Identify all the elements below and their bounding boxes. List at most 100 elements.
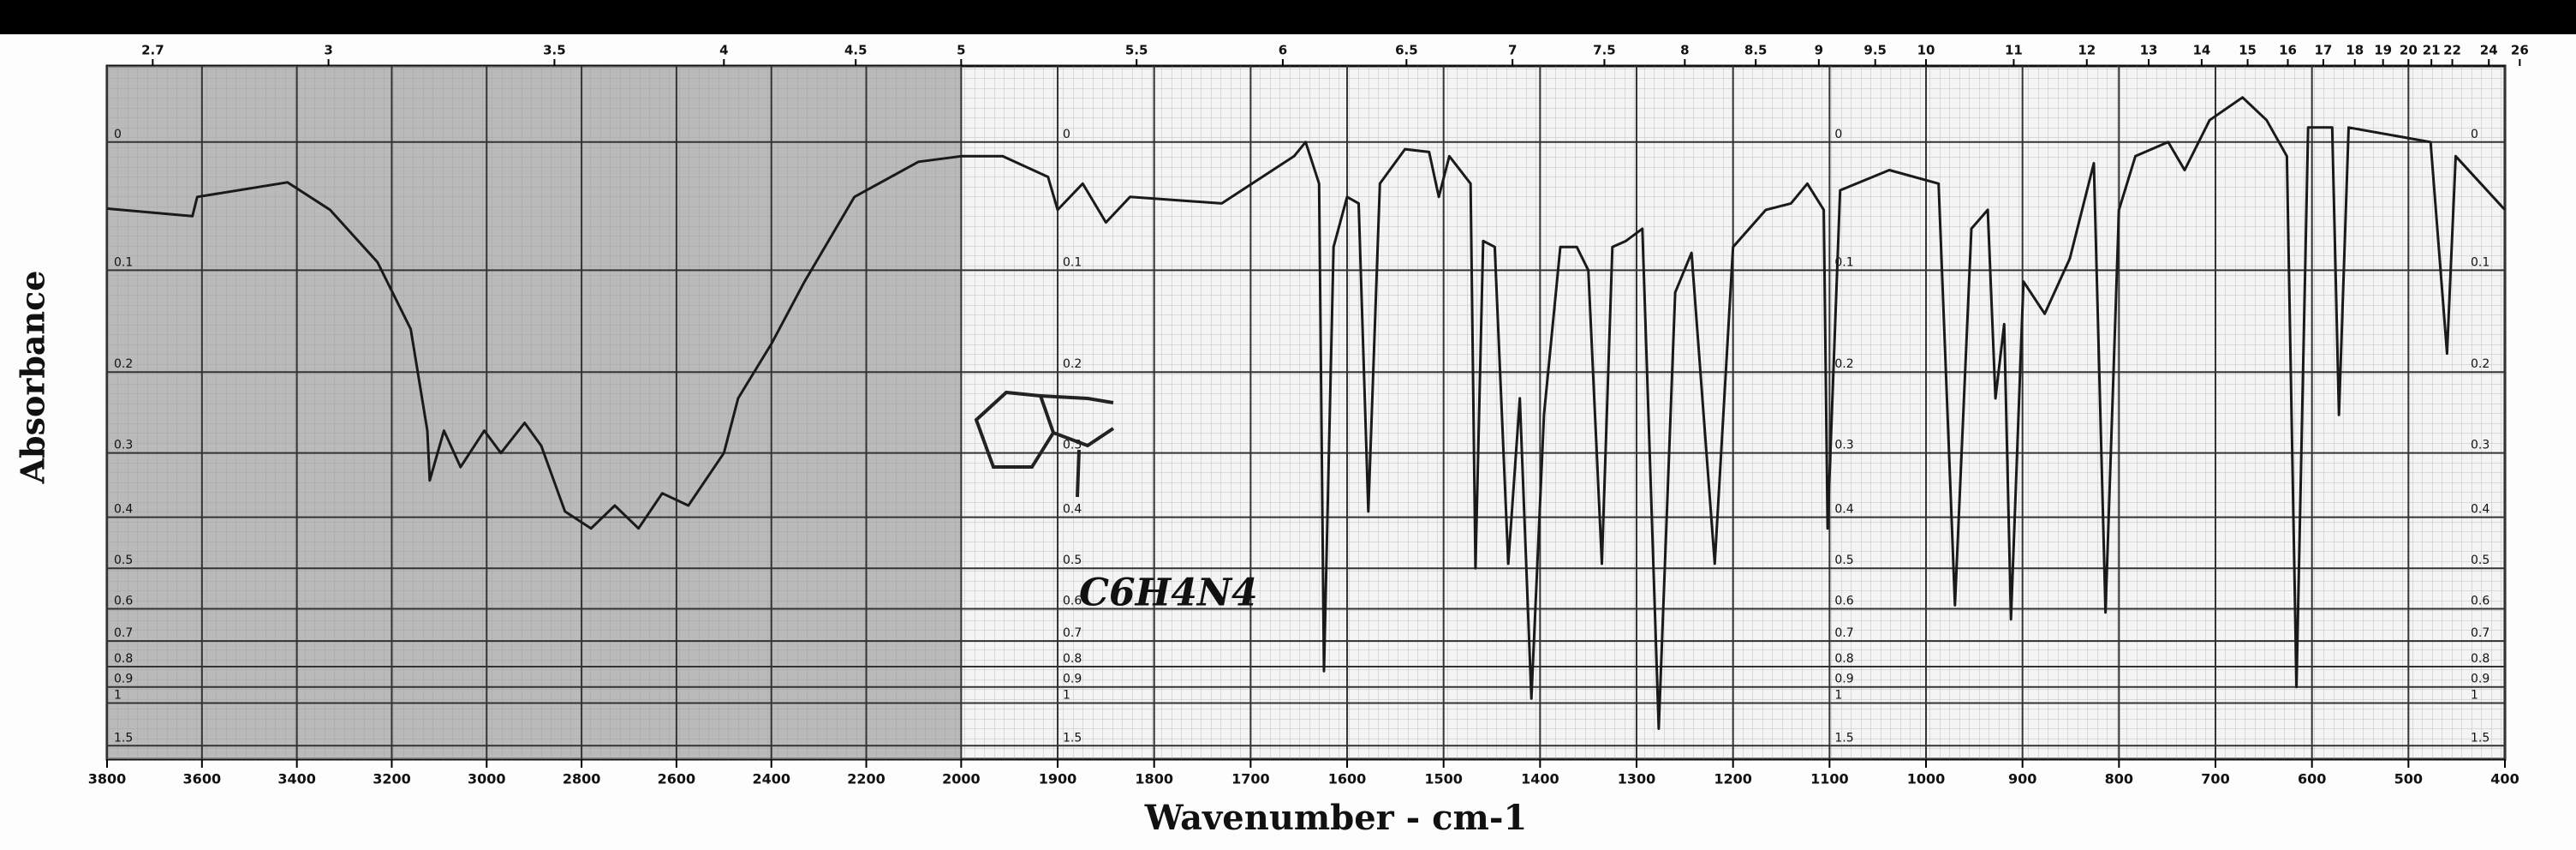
x2-tick-label: 3 — [324, 43, 332, 58]
x-tick-label: 2200 — [847, 771, 886, 787]
x-tick-label: 1200 — [1714, 771, 1752, 787]
x-tick-label: 900 — [2008, 771, 2036, 787]
x-tick-label: 800 — [2105, 771, 2133, 787]
x-tick-label: 2600 — [658, 771, 696, 787]
y-tick-label: 0.4 — [1834, 503, 1853, 517]
y-tick-label: 0.9 — [114, 673, 133, 686]
x2-tick-label: 8.5 — [1744, 43, 1768, 58]
x2-tick-label: 18 — [2346, 43, 2364, 58]
y-tick-label: 0.6 — [2471, 595, 2490, 608]
y-tick-label: 0.7 — [1834, 626, 1853, 640]
y-tick-label: 0.8 — [2471, 652, 2490, 666]
x2-tick-label: 17 — [2314, 43, 2332, 58]
y-tick-label: 0.6 — [1063, 595, 1082, 608]
y-tick-label: 0.2 — [1834, 357, 1853, 371]
y-tick-label: 0 — [1834, 128, 1842, 141]
x2-tick-label: 5.5 — [1125, 43, 1148, 58]
x-tick-label: 1800 — [1135, 771, 1173, 787]
x2-tick-label: 22 — [2443, 43, 2461, 58]
y-tick-label: 0.3 — [1834, 439, 1853, 452]
x2-tick-label: 6.5 — [1395, 43, 1418, 58]
x2-tick-label: 16 — [2279, 43, 2297, 58]
x2-tick-label: 4 — [719, 43, 728, 58]
y-tick-label: 1 — [114, 689, 122, 703]
y-tick-label: 1 — [2471, 689, 2478, 703]
y-tick-label: 0.1 — [1063, 255, 1082, 269]
y-tick-label: 0.1 — [2471, 255, 2490, 269]
x-tick-label: 600 — [2298, 771, 2326, 787]
x2-tick-label: 15 — [2239, 43, 2257, 58]
x-tick-label: 1500 — [1424, 771, 1463, 787]
x2-tick-label: 5 — [957, 43, 965, 58]
x-tick-label: 3600 — [183, 771, 222, 787]
x-tick-label: 2400 — [752, 771, 790, 787]
x-axis-label: Wavenumber - cm-1 — [1144, 798, 1528, 838]
x2-tick-label: 26 — [2511, 43, 2529, 58]
y-tick-label: 0.2 — [2471, 357, 2490, 371]
y-tick-label: 0 — [2471, 128, 2478, 141]
formula-annotation: C6H4N4 — [1079, 572, 1258, 615]
x2-tick-label: 19 — [2374, 43, 2392, 58]
y-tick-label: 0.7 — [114, 626, 133, 640]
x2-tick-label: 7.5 — [1593, 43, 1616, 58]
x-tick-label: 1000 — [1907, 771, 1946, 787]
y-tick-label: 0.9 — [1063, 673, 1082, 686]
x2-tick-label: 24 — [2480, 43, 2498, 58]
x2-tick-label: 21 — [2423, 43, 2441, 58]
x-tick-label: 3800 — [88, 771, 127, 787]
y-tick-label: 0.5 — [1063, 554, 1082, 567]
y-tick-label: 0 — [1063, 128, 1070, 141]
x-tick-label: 1400 — [1521, 771, 1559, 787]
x-tick-label: 700 — [2201, 771, 2229, 787]
x2-tick-label: 20 — [2400, 43, 2418, 58]
x-tick-label: 2000 — [942, 771, 981, 787]
x-tick-label: 3000 — [468, 771, 506, 787]
x2-tick-label: 12 — [2078, 43, 2096, 58]
x2-tick-label: 3.5 — [543, 43, 566, 58]
x2-tick-label: 7 — [1508, 43, 1517, 58]
x-tick-label: 1600 — [1328, 771, 1367, 787]
x2-tick-label: 9.5 — [1863, 43, 1887, 58]
y-tick-label: 0.8 — [1834, 652, 1853, 666]
y-tick-label: 1.5 — [1834, 731, 1853, 745]
spectrum-line — [106, 96, 2507, 730]
y-tick-label: 0.1 — [1834, 255, 1853, 269]
y-tick-label: 1.5 — [2471, 731, 2490, 745]
x-tick-label: 1100 — [1810, 771, 1849, 787]
y-tick-label: 0.9 — [1834, 673, 1853, 686]
structure-sketch — [974, 390, 1115, 498]
minor-grid — [107, 66, 2505, 759]
y-tick-label: 1 — [1834, 689, 1842, 703]
y-tick-label: 0.5 — [114, 554, 133, 567]
x-tick-label: 400 — [2490, 771, 2519, 787]
y-tick-label: 0.6 — [1834, 595, 1853, 608]
y-tick-label: 0.4 — [1063, 503, 1082, 517]
y-tick-label: 0.2 — [114, 357, 133, 371]
x-tick-label: 3200 — [373, 771, 411, 787]
y-tick-label: 0.4 — [2471, 503, 2490, 517]
x-tick-label: 1700 — [1231, 771, 1270, 787]
y-axis-label: Absorbance — [14, 271, 52, 485]
x-tick-label: 2800 — [563, 771, 601, 787]
y-tick-label: 0.7 — [1063, 626, 1082, 640]
x2-tick-label: 13 — [2140, 43, 2158, 58]
x2-tick-label: 4.5 — [844, 43, 868, 58]
y-tick-label: 0.2 — [1063, 357, 1082, 371]
x2-tick-label: 2.7 — [141, 43, 164, 58]
x-tick-label: 1900 — [1039, 771, 1077, 787]
y-tick-label: 1.5 — [114, 731, 133, 745]
x2-tick-label: 14 — [2192, 43, 2210, 58]
y-tick-label: 1.5 — [1063, 731, 1082, 745]
y-tick-label: 0.8 — [1063, 652, 1082, 666]
plot-background — [105, 64, 2507, 761]
y-tick-label: 0.7 — [2471, 626, 2490, 640]
x-tick-label: 500 — [2394, 771, 2423, 787]
x2-tick-label: 6 — [1279, 43, 1287, 58]
y-tick-label: 0.6 — [114, 595, 133, 608]
x-tick-label: 1300 — [1618, 771, 1656, 787]
y-tick-label: 0.9 — [2471, 673, 2490, 686]
y-tick-label: 0.5 — [2471, 554, 2490, 567]
y-tick-label: 0.1 — [114, 255, 133, 269]
y-tick-label: 0.8 — [114, 652, 133, 666]
